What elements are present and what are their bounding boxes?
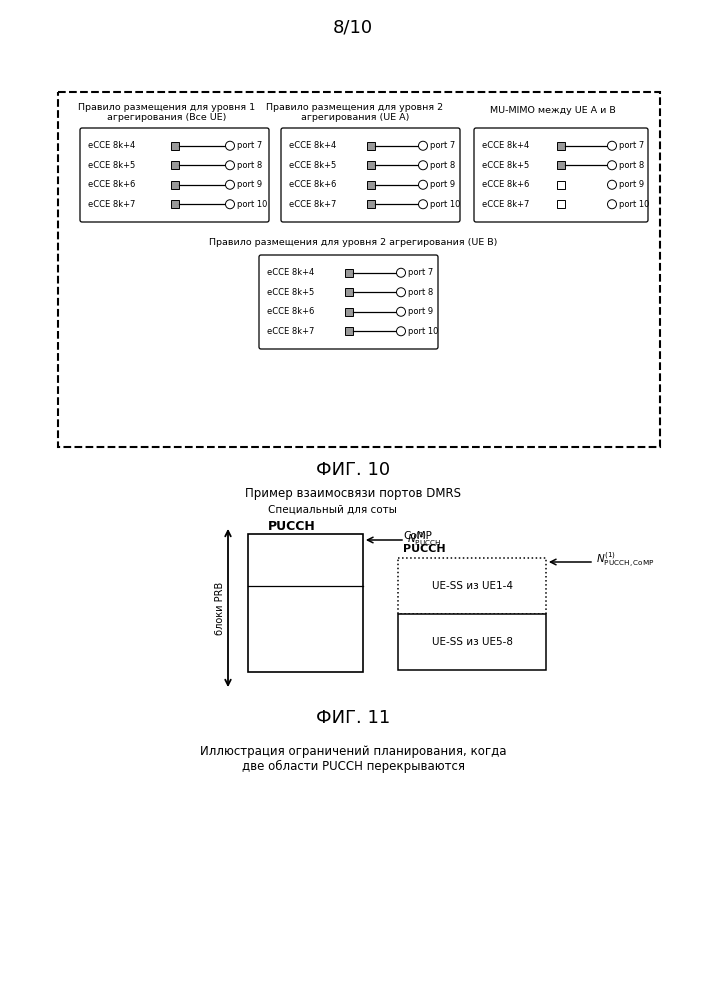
Text: eCCE 8k+5: eCCE 8k+5 [289,161,336,170]
Text: Правило размещения для уровня 2
агрегирования (UE A): Правило размещения для уровня 2 агрегиро… [266,103,443,123]
Text: eCCE 8k+6: eCCE 8k+6 [482,180,530,189]
Text: port 7: port 7 [619,141,645,150]
FancyBboxPatch shape [281,128,460,222]
Bar [366,161,374,169]
Bar [345,308,352,316]
FancyBboxPatch shape [474,128,648,222]
Circle shape [397,288,405,297]
Bar [171,181,179,189]
Text: eCCE 8k+7: eCCE 8k+7 [267,327,314,336]
Text: eCCE 8k+5: eCCE 8k+5 [267,288,314,297]
Text: port 10: port 10 [619,200,650,209]
Text: port 8: port 8 [430,161,455,170]
Bar [398,558,546,614]
Bar [398,614,546,670]
Text: port 8: port 8 [408,288,433,297]
Circle shape [397,308,405,317]
Text: Правило размещения для уровня 1
агрегирования (Все UE): Правило размещения для уровня 1 агрегиро… [78,103,256,123]
Text: eCCE 8k+6: eCCE 8k+6 [267,308,314,317]
Bar [557,181,565,189]
Text: eCCE 8k+4: eCCE 8k+4 [267,269,314,278]
FancyBboxPatch shape [259,255,438,349]
Text: Правило размещения для уровня 2 агрегирования (UE B): Правило размещения для уровня 2 агрегиро… [209,238,497,247]
Bar [171,142,179,150]
Bar [171,200,179,208]
Text: port 10: port 10 [237,200,268,209]
Text: port 7: port 7 [430,141,455,150]
Text: port 8: port 8 [237,161,262,170]
Text: ФИГ. 10: ФИГ. 10 [316,461,390,479]
Bar [366,181,374,189]
Text: eCCE 8k+5: eCCE 8k+5 [482,161,530,170]
Text: port 10: port 10 [430,200,460,209]
Bar [557,161,565,169]
Bar [366,200,374,208]
Circle shape [225,200,234,209]
Circle shape [607,161,616,170]
Text: $N_{\rm PUCCH}^{(1)}$: $N_{\rm PUCCH}^{(1)}$ [407,530,441,547]
Circle shape [419,180,428,189]
Bar [345,269,352,277]
Text: eCCE 8k+7: eCCE 8k+7 [88,200,136,209]
Text: eCCE 8k+4: eCCE 8k+4 [482,141,530,150]
Circle shape [225,141,234,150]
Bar [345,328,352,336]
Circle shape [225,180,234,189]
Text: PUCCH: PUCCH [403,544,445,554]
Circle shape [397,269,405,278]
Text: ФИГ. 11: ФИГ. 11 [316,709,390,727]
Text: eCCE 8k+6: eCCE 8k+6 [88,180,136,189]
Text: port 7: port 7 [237,141,262,150]
Bar [171,161,179,169]
Text: eCCE 8k+6: eCCE 8k+6 [289,180,336,189]
Text: port 10: port 10 [408,327,438,336]
Bar [366,142,374,150]
Text: eCCE 8k+7: eCCE 8k+7 [289,200,336,209]
Circle shape [419,141,428,150]
Bar [557,142,565,150]
Bar [557,200,565,208]
Bar [345,289,352,297]
Circle shape [607,200,616,209]
Text: Иллюстрация ограничений планирования, когда
две области PUCCH перекрываются: Иллюстрация ограничений планирования, ко… [200,745,506,773]
FancyBboxPatch shape [80,128,269,222]
Text: eCCE 8k+7: eCCE 8k+7 [482,200,530,209]
Text: PUCCH: PUCCH [268,519,316,532]
Text: $N_{\rm PUCCH,CoMP}^{(1)}$: $N_{\rm PUCCH,CoMP}^{(1)}$ [596,550,654,569]
Circle shape [419,200,428,209]
Circle shape [397,327,405,336]
Circle shape [607,180,616,189]
Text: eCCE 8k+5: eCCE 8k+5 [88,161,136,170]
Circle shape [419,161,428,170]
Text: 8/10: 8/10 [333,19,373,37]
Text: port 9: port 9 [619,180,644,189]
Text: eCCE 8k+4: eCCE 8k+4 [88,141,136,150]
Circle shape [225,161,234,170]
Text: port 9: port 9 [430,180,455,189]
Text: CoMP: CoMP [403,531,432,541]
Text: Пример взаимосвязи портов DMRS: Пример взаимосвязи портов DMRS [245,487,461,500]
Text: MU-MIMO между UE A и B: MU-MIMO между UE A и B [490,106,616,115]
Text: eCCE 8k+4: eCCE 8k+4 [289,141,336,150]
Text: UE-SS из UE5-8: UE-SS из UE5-8 [431,637,513,647]
Text: UE-SS из UE1-4: UE-SS из UE1-4 [431,581,513,591]
Text: port 9: port 9 [408,308,433,317]
Text: port 7: port 7 [408,269,433,278]
Bar [248,534,363,672]
Text: блоки PRB: блоки PRB [215,581,225,634]
Circle shape [607,141,616,150]
Text: port 9: port 9 [237,180,262,189]
Text: port 8: port 8 [619,161,645,170]
Text: Специальный для соты: Специальный для соты [268,505,397,515]
Bar [58,92,660,447]
